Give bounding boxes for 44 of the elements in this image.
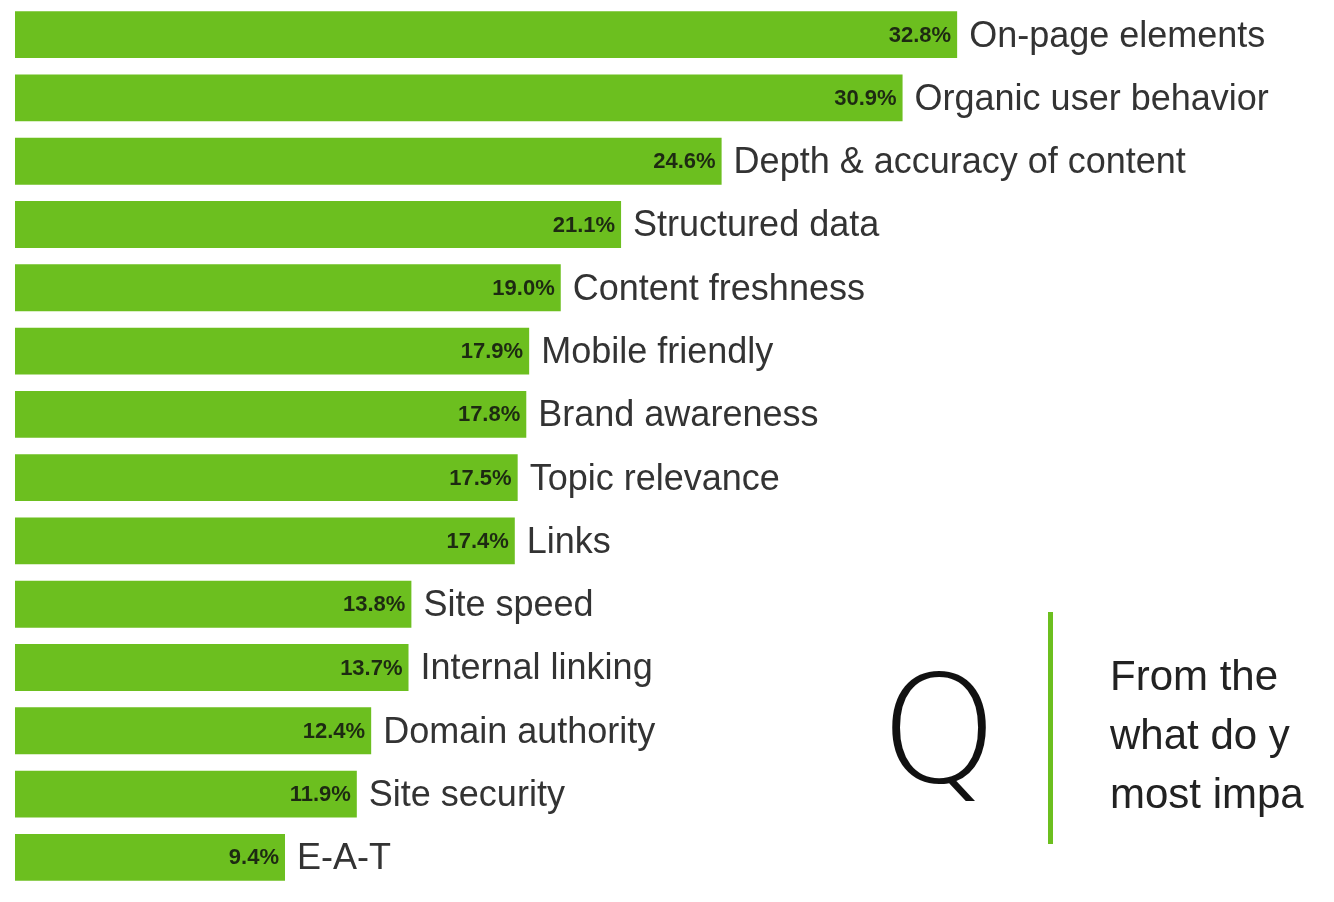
data-label: 9.4%: [228, 844, 279, 870]
bar: [15, 201, 622, 248]
data-label: 32.8%: [888, 21, 952, 47]
y-tick-label: Internal linking: [420, 646, 653, 688]
data-label: 12.4%: [302, 717, 366, 743]
y-tick-label: Site speed: [423, 583, 594, 625]
y-tick-label: On-page elements: [969, 13, 1266, 55]
bar: [15, 770, 357, 818]
bar: [15, 707, 372, 755]
y-tick-label: Structured data: [633, 203, 881, 245]
bar: [15, 644, 409, 691]
bar: [15, 454, 518, 502]
annotation: Q: [880, 642, 999, 819]
data-label: 11.9%: [289, 781, 351, 807]
bar: [15, 137, 722, 185]
bar: [15, 833, 285, 881]
data-label: 17.5%: [449, 464, 512, 490]
y-tick-label: Organic user behavior: [914, 76, 1269, 118]
y-tick-label: Brand awareness: [538, 393, 819, 435]
data-label: 24.6%: [653, 148, 716, 174]
y-tick-label: E-A-T: [297, 836, 391, 878]
y-tick-label: Links: [526, 519, 611, 561]
data-label: 30.9%: [834, 84, 897, 110]
bar: [15, 327, 530, 375]
text: From the what do y most impa: [1110, 651, 1304, 819]
data-label: 19.0%: [492, 274, 555, 300]
data-label: 13.7%: [340, 654, 403, 680]
y-tick-label: Content freshness: [572, 266, 865, 308]
data-label: 17.9%: [460, 338, 524, 364]
bar: [15, 390, 527, 438]
bar: [15, 580, 412, 628]
bar: [15, 74, 903, 122]
bar: [15, 11, 958, 59]
y-tick-label: Topic relevance: [529, 456, 780, 498]
y-tick-label: Site security: [368, 772, 565, 814]
data-label: 17.8%: [457, 401, 521, 427]
y-tick-label: Mobile friendly: [541, 329, 774, 371]
data-label: 21.1%: [552, 211, 616, 237]
bar: [15, 264, 561, 312]
y-tick-label: Depth & accuracy of content: [733, 140, 1186, 182]
y-tick-label: Domain authority: [383, 709, 656, 751]
bar: [15, 517, 515, 565]
data-label: 17.4%: [446, 527, 509, 553]
data-label: 13.8%: [343, 591, 406, 617]
